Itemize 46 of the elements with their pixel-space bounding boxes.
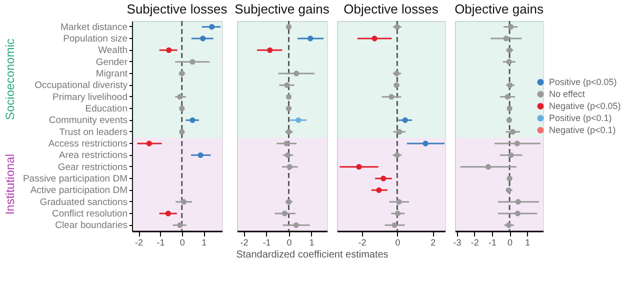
x-tick-label: 0: [286, 238, 292, 248]
y-tick-label: Active participation DM: [30, 185, 128, 196]
y-tick-label: Trust on leaders: [59, 126, 128, 138]
x-tick-label: -2: [135, 238, 144, 248]
legend-label: Negative (p<0.1): [549, 125, 616, 136]
x-tick-label: -1: [488, 238, 496, 248]
y-tick-label: Conflict resolution: [52, 208, 128, 220]
x-tick-label: -2: [470, 238, 479, 248]
chart-title: Objective losses: [344, 1, 439, 16]
x-tick-label: -1: [262, 238, 271, 248]
band-label: Socioeconomic: [3, 38, 17, 120]
y-tick-label: Occupational diveristy: [34, 80, 128, 92]
x-tick-label: -2: [358, 238, 366, 248]
y-tick-label: Education: [85, 104, 128, 114]
x-tick-label: 0: [180, 238, 185, 248]
y-tick-label: Graduated sanctions: [40, 196, 128, 208]
y-tick-label: Gear restrictions: [58, 162, 128, 173]
y-tick-label: Migrant: [96, 68, 128, 80]
chart-title: Subjective gains: [234, 1, 330, 16]
y-tick-label: Wealth: [98, 45, 128, 56]
band-label: Institutional: [3, 154, 17, 215]
legend-label: Negative (p<0.05): [549, 101, 621, 112]
y-tick-label: Market distance: [60, 22, 128, 33]
x-tick-label: -3: [453, 238, 462, 248]
y-tick-label: Access restrictions: [48, 138, 128, 150]
y-tick-label: Passive participation DM: [22, 174, 128, 184]
x-tick-label: 1: [202, 238, 207, 248]
x-axis-title: Standardized coefficient estimates: [236, 250, 388, 260]
chart-title: Subjective losses: [126, 1, 228, 16]
x-tick-label: 1: [525, 238, 530, 248]
legend-label: No effect: [549, 89, 586, 100]
y-tick-label: Primary livelihood: [52, 92, 128, 103]
y-tick-label: Area restrictions: [58, 150, 128, 162]
x-tick-label: 2: [430, 238, 436, 248]
legend-label: Positive (p<0.05): [549, 77, 617, 88]
y-tick-label: Clear boundaries: [55, 220, 128, 232]
y-tick-label: Community events: [48, 115, 128, 126]
x-tick-label: 0: [395, 238, 400, 248]
x-tick-label: 1: [309, 238, 314, 248]
chart-title: Objective gains: [454, 1, 544, 16]
x-tick-label: -1: [156, 238, 165, 248]
x-tick-label: 0: [508, 238, 513, 248]
legend-label: Positive (p<0.1): [549, 113, 612, 124]
x-tick-label: -2: [240, 238, 248, 248]
y-tick-label: Gender: [96, 56, 128, 68]
y-tick-label: Population size: [63, 34, 128, 44]
